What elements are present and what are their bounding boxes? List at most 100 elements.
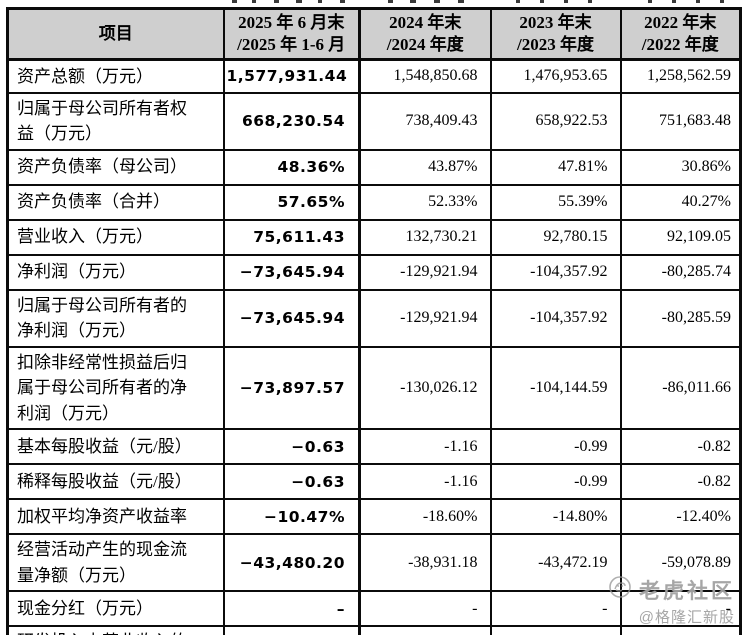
table-row: 扣除非经常性损益后归属于母公司所有者的净利润（万元） −73,897.57 -130… — [6, 345, 742, 431]
financial-summary-table: 项目 2025 年 6 月末 /2025 年 1-6 月 2024 年末 /20… — [6, 7, 742, 635]
header-period-2022: 2022 年末 /2022 年度 — [619, 7, 742, 62]
table-row: 现金分红（万元） – - - - — [6, 590, 742, 628]
cropped-text-artifact — [318, 0, 322, 3]
table-row: 基本每股收益（元/股） −0.63 -1.16 -0.99 -0.82 — [6, 428, 742, 466]
value-cell: -38,931.18 — [358, 533, 492, 593]
value-cell: -43,472.19 — [489, 533, 622, 593]
value-cell: -0.82 — [619, 463, 742, 501]
value-cell: -59,078.89 — [619, 533, 742, 593]
value-cell-current-period: 75,611.43 — [222, 218, 361, 256]
value-cell-current-period: 668,230.54 — [222, 91, 361, 151]
header-period-2025: 2025 年 6 月末 /2025 年 1-6 月 — [222, 7, 361, 62]
value-cell: -80,285.59 — [619, 288, 742, 348]
financial-table-body: 资产总额（万元） 1,577,931.44 1,548,850.68 1,476,95… — [6, 58, 742, 635]
header-item: 项目 — [6, 7, 225, 62]
value-cell: -80,285.74 — [619, 253, 742, 291]
value-cell: 43.87% — [358, 148, 492, 186]
cropped-text-artifact — [274, 0, 279, 3]
table-header-row: 项目 2025 年 6 月末 /2025 年 1-6 月 2024 年末 /20… — [6, 7, 742, 62]
value-cell: 8.43% — [619, 625, 742, 635]
cropped-text-artifact — [296, 0, 302, 3]
row-label: 净利润（万元） — [6, 253, 225, 291]
value-cell-current-period: −0.63 — [222, 463, 361, 501]
value-cell-current-period: −0.63 — [222, 428, 361, 466]
value-cell: -104,357.92 — [489, 288, 622, 348]
value-cell: - — [358, 590, 492, 628]
row-label: 现金分红（万元） — [6, 590, 225, 628]
table-row: 资产负债率（母公司） 48.36% 43.87% 47.81% 30.86% — [6, 148, 742, 186]
cropped-text-artifact — [458, 0, 464, 3]
value-cell: 1,258,562.59 — [619, 58, 742, 94]
value-cell: 52.33% — [358, 183, 492, 221]
value-cell-current-period: −73,897.57 — [222, 345, 361, 431]
value-cell: 55.39% — [489, 183, 622, 221]
row-label: 研发投入占营业收入的比例 — [6, 625, 225, 635]
row-label: 基本每股收益（元/股） — [6, 428, 225, 466]
value-cell: -129,921.94 — [358, 288, 492, 348]
value-cell: -86,011.66 — [619, 345, 742, 431]
row-label: 稀释每股收益（元/股） — [6, 463, 225, 501]
value-cell: 751,683.48 — [619, 91, 742, 151]
row-label: 加权平均净资产收益率 — [6, 498, 225, 536]
value-cell: 47.81% — [489, 148, 622, 186]
cropped-text-artifact — [588, 0, 592, 3]
row-label: 资产负债率（合并） — [6, 183, 225, 221]
value-cell-current-period: 57.65% — [222, 183, 361, 221]
value-cell: 92,780.15 — [489, 218, 622, 256]
value-cell: 738,409.43 — [358, 91, 492, 151]
row-label: 扣除非经常性损益后归属于母公司所有者的净利润（万元） — [6, 345, 225, 431]
table-row: 研发投入占营业收入的比例17.43%18.55%17.15%8.43% — [6, 625, 742, 635]
value-cell: -18.60% — [358, 498, 492, 536]
value-cell-current-period: – — [222, 590, 361, 628]
table-row: 资产总额（万元） 1,577,931.44 1,548,850.68 1,476,95… — [6, 58, 742, 94]
value-cell: -104,357.92 — [489, 253, 622, 291]
value-cell: 1,476,953.65 — [489, 58, 622, 94]
table-row: 经营活动产生的现金流量净额（万元） −43,480.20 -38,931.18 -43… — [6, 533, 742, 593]
cropped-text-artifact — [388, 0, 393, 3]
cropped-text-artifact — [540, 0, 544, 3]
value-cell: 658,922.53 — [489, 91, 622, 151]
cropped-text-artifact — [434, 0, 440, 3]
value-cell-current-period: −73,645.94 — [222, 288, 361, 348]
header-period-2024: 2024 年末 /2024 年度 — [358, 7, 492, 62]
value-cell: -1.16 — [358, 463, 492, 501]
cropped-text-artifact — [720, 0, 724, 3]
row-label: 归属于母公司所有者权益（万元） — [6, 91, 225, 151]
row-label: 经营活动产生的现金流量净额（万元） — [6, 533, 225, 593]
cropped-text-artifact — [672, 0, 676, 3]
table-row: 净利润（万元） −73,645.94 -129,921.94 -104,357.92-… — [6, 253, 742, 291]
value-cell: 40.27% — [619, 183, 742, 221]
value-cell-current-period: 48.36% — [222, 148, 361, 186]
table-row: 营业收入（万元） 75,611.43 132,730.21 92,780.15 92,1… — [6, 218, 742, 256]
value-cell: -0.99 — [489, 428, 622, 466]
header-period-2023: 2023 年末 /2023 年度 — [489, 7, 622, 62]
cropped-text-artifact — [340, 0, 345, 3]
value-cell: -129,921.94 — [358, 253, 492, 291]
value-cell-current-period: −43,480.20 — [222, 533, 361, 593]
value-cell: 30.86% — [619, 148, 742, 186]
cropped-text-artifact — [696, 0, 700, 3]
cropped-text-artifact — [410, 0, 416, 3]
row-label: 归属于母公司所有者的净利润（万元） — [6, 288, 225, 348]
value-cell-current-period: −10.47% — [222, 498, 361, 536]
table-row: 稀释每股收益（元/股） −0.63 -1.16 -0.99 -0.82 — [6, 463, 742, 501]
value-cell: 18.55% — [358, 625, 492, 635]
value-cell: -0.82 — [619, 428, 742, 466]
value-cell: 132,730.21 — [358, 218, 492, 256]
value-cell: - — [619, 590, 742, 628]
value-cell-current-period: 1,577,931.44 — [222, 58, 361, 94]
row-label: 营业收入（万元） — [6, 218, 225, 256]
table-row: 归属于母公司所有者权益（万元） 668,230.54 738,409.43 658,9… — [6, 91, 742, 151]
table-row: 归属于母公司所有者的净利润（万元） −73,645.94 -129,921.94 -1… — [6, 288, 742, 348]
row-label: 资产负债率（母公司） — [6, 148, 225, 186]
value-cell: -130,026.12 — [358, 345, 492, 431]
value-cell: -1.16 — [358, 428, 492, 466]
value-cell: 1,548,850.68 — [358, 58, 492, 94]
cropped-text-artifact — [516, 0, 520, 3]
cropped-text-artifact — [648, 0, 652, 3]
value-cell: - — [489, 590, 622, 628]
value-cell-current-period: −73,645.94 — [222, 253, 361, 291]
value-cell: -12.40% — [619, 498, 742, 536]
cropped-text-artifact — [564, 0, 568, 3]
table-row: 资产负债率（合并） 57.65% 52.33% 55.39% 40.27% — [6, 183, 742, 221]
